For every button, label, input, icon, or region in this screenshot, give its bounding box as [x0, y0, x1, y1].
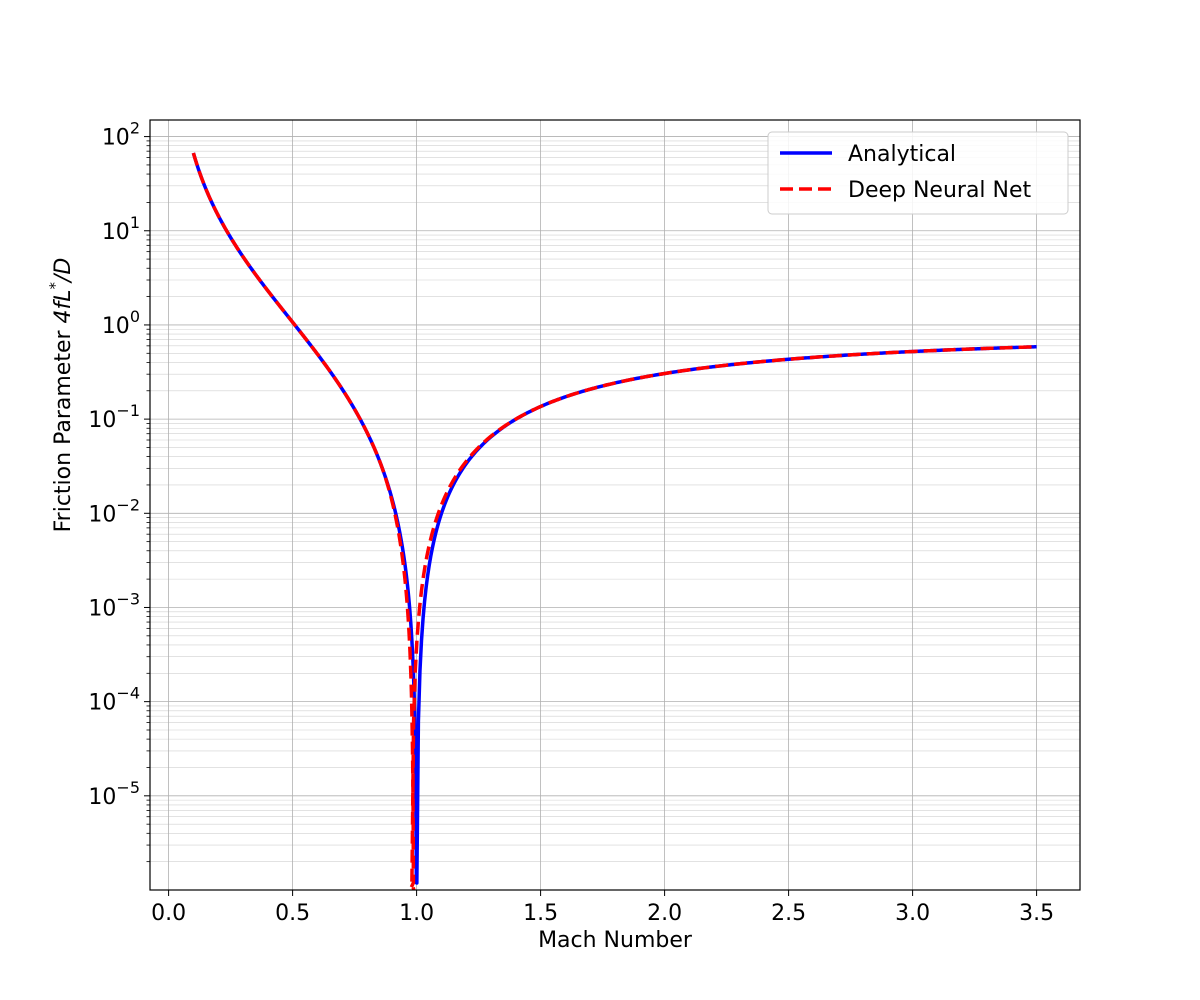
y-tick-label: 101 [102, 213, 140, 245]
x-tick-label: 2.0 [647, 901, 682, 926]
y-axis-label-suffix: /D [51, 258, 76, 284]
y-tick-exponent: −4 [116, 684, 140, 703]
series-deep-neural-net-line-subsonic [191, 152, 416, 890]
y-tick-exponent: −3 [116, 589, 140, 608]
y-tick-exponent: −1 [116, 401, 140, 420]
x-tick-label: 0.5 [275, 901, 310, 926]
y-axis-label: Friction Parameter 4fL*/D [46, 258, 76, 533]
y-tick-label: 10−3 [88, 589, 140, 621]
y-tick-exponent: −5 [116, 778, 140, 797]
x-tick-label: 1.0 [399, 901, 434, 926]
y-tick-base: 10 [102, 314, 130, 339]
legend-box [767, 131, 1069, 215]
x-tick-label: 2.5 [771, 901, 806, 926]
y-axis-label-sup: * [46, 281, 64, 289]
y-tick-base: 10 [102, 126, 130, 151]
series-analytical-line [191, 152, 1037, 885]
y-tick-label: 10−2 [88, 495, 140, 527]
y-tick-label: 100 [102, 307, 140, 339]
grid [150, 120, 1080, 890]
y-axis-label-math: 4fL [51, 289, 76, 323]
x-tick-label: 3.5 [1019, 901, 1054, 926]
y-tick-label: 102 [102, 119, 140, 151]
x-tick-label: 0.0 [151, 901, 186, 926]
y-tick-label: 10−1 [88, 401, 140, 433]
axes-frame [149, 119, 1081, 891]
y-tick-exponent: 1 [130, 213, 140, 232]
y-tick-exponent: 2 [130, 119, 140, 138]
x-axis-label: Mach Number [538, 928, 693, 953]
x-axis-ticks: 0.0 0.5 1.0 1.5 2.0 2.5 3.0 3.5 [151, 890, 1054, 926]
y-tick-label: 10−5 [88, 778, 140, 810]
y-tick-exponent: 0 [130, 307, 140, 326]
y-tick-base: 10 [88, 408, 116, 433]
y-tick-base: 10 [102, 220, 130, 245]
legend-label-analytical: Analytical [848, 142, 956, 167]
legend: Analytical Deep Neural Net [767, 131, 1069, 215]
x-tick-label: 1.5 [523, 901, 558, 926]
y-tick-exponent: −2 [116, 495, 140, 514]
series-layer [191, 152, 1037, 890]
x-tick-label: 3.0 [895, 901, 930, 926]
y-axis-label-prefix: Friction Parameter [51, 323, 76, 532]
legend-label-deep-neural-net: Deep Neural Net [848, 178, 1032, 203]
y-tick-base: 10 [88, 596, 116, 621]
y-tick-base: 10 [88, 691, 116, 716]
y-tick-base: 10 [88, 785, 116, 810]
y-tick-base: 10 [88, 502, 116, 527]
y-tick-label: 10−4 [88, 684, 140, 716]
series-deep-neural-net-line-supersonic [410, 345, 1037, 890]
